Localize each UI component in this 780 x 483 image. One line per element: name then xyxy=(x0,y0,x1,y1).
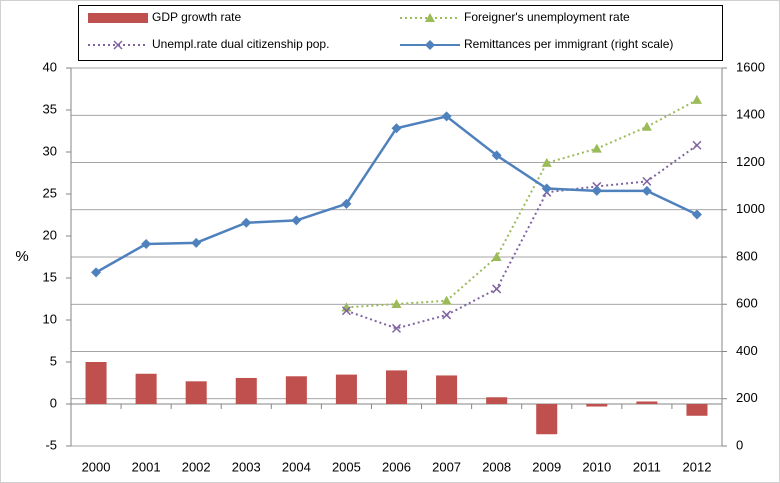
legend-label: Unempl.rate dual citizenship pop. xyxy=(152,37,329,51)
diamond-marker xyxy=(341,198,352,209)
legend: GDP growth rate Foreigner's unemployment … xyxy=(88,10,673,51)
triangle-marker xyxy=(441,295,452,305)
bar xyxy=(335,374,357,404)
x-marker xyxy=(442,310,452,320)
y-tick-label: 15 xyxy=(43,269,57,284)
x-tick-label: 2011 xyxy=(633,459,661,474)
legend-label: GDP growth rate xyxy=(152,10,241,24)
diamond-marker xyxy=(541,183,552,194)
y2-tick-label: 400 xyxy=(736,343,758,358)
y2-tick-label: 200 xyxy=(736,390,758,405)
y-tick-label: 25 xyxy=(43,185,57,200)
legend-label: Remittances per immigrant (right scale) xyxy=(464,37,673,51)
bar xyxy=(536,404,558,435)
x-tick-label: 2010 xyxy=(582,459,611,474)
y-tick-label: 30 xyxy=(43,143,57,158)
bar xyxy=(586,404,608,407)
y-tick-label: -5 xyxy=(45,437,57,452)
y2-tick-label: 1400 xyxy=(736,107,765,122)
diamond-marker xyxy=(191,237,202,248)
y-tick-label: 5 xyxy=(50,353,57,368)
legend-label: Foreigner's unemployment rate xyxy=(464,10,630,24)
legend-swatch xyxy=(88,13,148,23)
series-line xyxy=(346,99,698,309)
diamond-marker xyxy=(591,185,602,196)
x-tick-label: 2005 xyxy=(332,459,361,474)
diamond-marker xyxy=(391,123,402,134)
x-marker xyxy=(692,140,702,150)
bar xyxy=(185,381,207,404)
triangle-marker xyxy=(691,94,702,104)
y-tick-label: 20 xyxy=(43,227,57,242)
y2-tick-label: 1600 xyxy=(736,59,765,74)
x-tick-label: 2004 xyxy=(282,459,311,474)
y2-tick-label: 800 xyxy=(736,248,758,263)
y-tick-label: 10 xyxy=(43,311,57,326)
x-tick-label: 2012 xyxy=(683,459,712,474)
x-marker xyxy=(492,284,502,294)
x-marker xyxy=(341,306,351,316)
triangle-marker xyxy=(591,143,602,153)
triangle-marker xyxy=(641,121,652,131)
x-marker xyxy=(391,323,402,333)
y2-tick-label: 600 xyxy=(736,296,758,311)
bar xyxy=(285,376,307,404)
legend-marker xyxy=(425,40,435,50)
bar xyxy=(636,401,658,404)
y-tick-label: 0 xyxy=(50,395,57,410)
diamond-marker xyxy=(241,217,252,228)
x-tick-label: 2000 xyxy=(82,459,111,474)
y2-tick-label: 1000 xyxy=(736,201,765,216)
x-tick-label: 2001 xyxy=(132,459,161,474)
bar xyxy=(135,373,157,404)
legend-entry: Remittances per immigrant (right scale) xyxy=(400,37,673,51)
bar xyxy=(235,377,257,404)
diamond-marker xyxy=(691,209,702,220)
legend-marker xyxy=(113,40,123,50)
x-tick-label: 2008 xyxy=(482,459,511,474)
diamond-marker xyxy=(491,150,502,161)
x-tick-label: 2007 xyxy=(432,459,461,474)
bar xyxy=(486,397,508,404)
diamond-marker xyxy=(441,111,452,122)
x-tick-label: 2003 xyxy=(232,459,261,474)
legend-entry: GDP growth rate xyxy=(88,10,241,24)
y-tick-label: 35 xyxy=(43,101,57,116)
triangle-marker xyxy=(541,157,552,167)
legend-entry: Unempl.rate dual citizenship pop. xyxy=(88,37,329,51)
y2-tick-label: 1200 xyxy=(736,154,765,169)
bar xyxy=(385,370,408,404)
bar xyxy=(436,375,458,404)
x-marker xyxy=(642,176,652,186)
x-tick-label: 2002 xyxy=(182,459,211,474)
diamond-marker xyxy=(141,239,152,250)
diamond-marker xyxy=(641,185,652,196)
y2-tick-label: 0 xyxy=(736,437,743,452)
legend-entry: Foreigner's unemployment rate xyxy=(400,10,630,24)
series-line xyxy=(95,115,698,274)
triangle-marker xyxy=(491,252,502,261)
y-axis-label: % xyxy=(15,248,28,265)
legend-box xyxy=(78,5,723,61)
diamond-marker xyxy=(291,215,302,226)
y-tick-label: 40 xyxy=(43,59,57,74)
series-line xyxy=(346,144,698,330)
diamond-marker xyxy=(91,267,102,278)
x-tick-label: 2009 xyxy=(532,459,561,474)
bar xyxy=(686,404,708,416)
bar xyxy=(85,362,107,404)
triangle-marker xyxy=(391,299,402,309)
legend-marker xyxy=(425,13,435,22)
x-tick-label: 2006 xyxy=(382,459,411,474)
